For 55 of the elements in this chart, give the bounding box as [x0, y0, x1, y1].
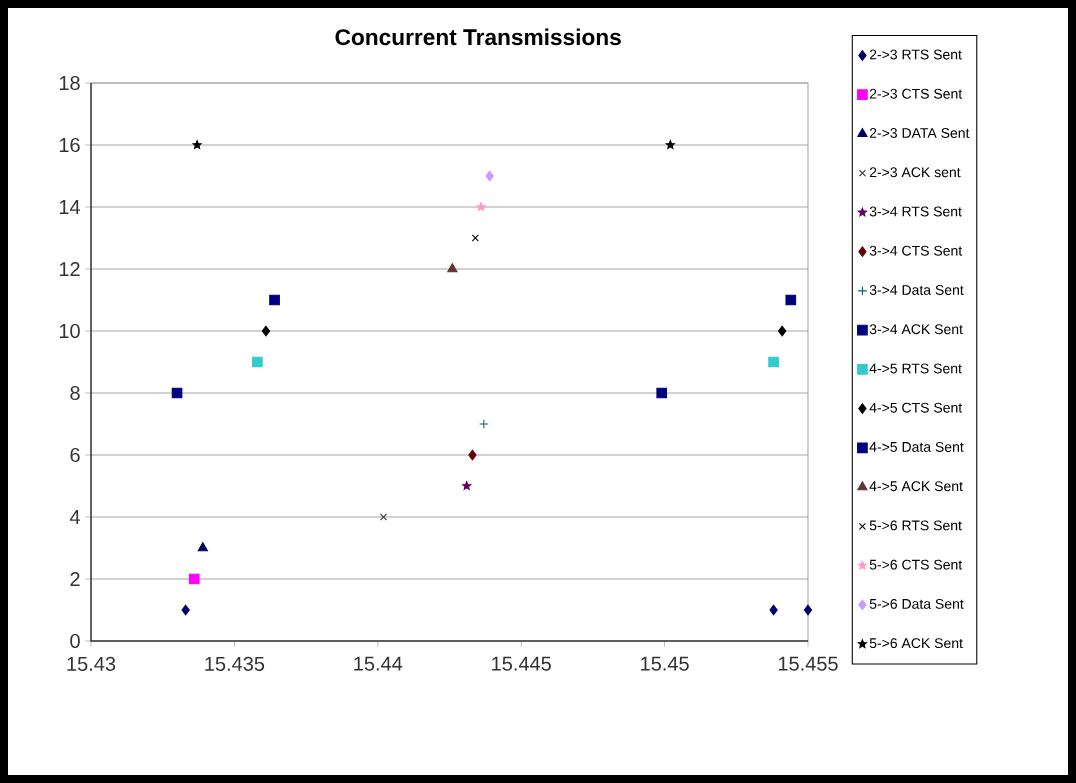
legend-label: 2->3 RTS Sent — [869, 49, 962, 60]
y-tick-label: 6 — [70, 447, 80, 463]
y-tick-label: 8 — [70, 385, 80, 401]
legend-label: 3->4 RTS Sent — [869, 206, 962, 217]
point — [252, 356, 263, 368]
legend-label: 2->3 ACK sent — [869, 167, 961, 178]
point — [188, 573, 200, 585]
legend-label: 3->4 Data Sent — [869, 285, 964, 295]
point — [768, 356, 779, 368]
point — [785, 294, 797, 306]
legend-label: 2->3 CTS Sent — [869, 88, 963, 99]
point — [769, 604, 778, 616]
y-tick-label: 0 — [70, 633, 80, 649]
point — [485, 170, 494, 182]
legend-label: 4->5 ACK Sent — [869, 481, 963, 492]
y-tick-label: 4 — [69, 510, 81, 524]
legend-label: 4->5 RTS Sent — [869, 363, 962, 374]
point — [269, 294, 280, 306]
x-tick-label: 15.44 — [354, 656, 403, 671]
x-tick-label: 15.455 — [778, 656, 838, 671]
y-tick-label: 18 — [59, 75, 80, 91]
legend-label: 4->5 Data Sent — [869, 441, 964, 452]
point — [192, 140, 202, 149]
x-tick-label: 15.445 — [492, 656, 551, 671]
point — [181, 604, 190, 616]
legend-label: 5->6 Data Sent — [869, 598, 964, 609]
point — [665, 140, 675, 149]
point — [656, 387, 668, 399]
point — [197, 542, 209, 552]
y-tick-label: 2 — [70, 572, 80, 586]
point — [803, 604, 813, 616]
x-tick-label: 15.45 — [641, 656, 689, 671]
point — [462, 481, 472, 490]
legend-label: 4->5 CTS Sent — [869, 402, 963, 413]
point — [778, 325, 787, 337]
legend-label: 3->4 ACK Sent — [869, 324, 963, 335]
point — [447, 263, 458, 273]
legend-label: 5->6 RTS Sent — [869, 520, 962, 531]
legend-label: 5->6 ACK Sent — [869, 638, 963, 649]
point — [468, 449, 477, 461]
point — [379, 513, 388, 521]
legend-label: 5->6 CTS Sent — [869, 559, 963, 570]
point — [479, 419, 489, 429]
y-tick-label: 14 — [59, 200, 81, 214]
legend-label: 2->3 DATA Sent — [869, 128, 970, 138]
y-tick-label: 10 — [59, 323, 80, 339]
x-tick-label: 15.43 — [67, 656, 116, 671]
chart-title: Concurrent Transmissions — [335, 28, 621, 46]
legend-label: 3->4 CTS Sent — [869, 245, 963, 256]
y-tick-label: 16 — [59, 137, 80, 153]
point — [471, 234, 479, 242]
x-tick-label: 15.435 — [205, 656, 265, 671]
point — [261, 325, 271, 337]
point — [476, 202, 486, 211]
y-tick-label: 12 — [59, 262, 80, 276]
